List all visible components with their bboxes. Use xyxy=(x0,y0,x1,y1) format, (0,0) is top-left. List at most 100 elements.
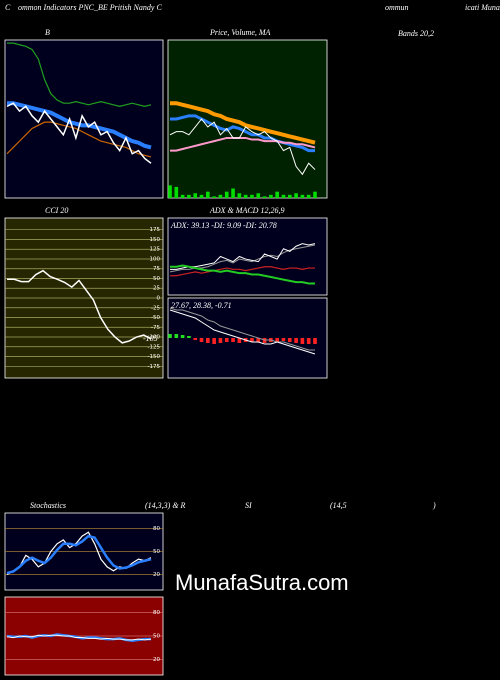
bar xyxy=(206,338,210,343)
value-label: -105 xyxy=(143,334,158,343)
series-line xyxy=(169,307,315,351)
panel-subtitle: 27.67, 28.38, -0.71 xyxy=(171,301,232,310)
panel-title: Price, Volume, MA xyxy=(209,28,271,37)
y-tick-label: 0 xyxy=(157,296,161,302)
bar xyxy=(187,194,191,198)
bar xyxy=(193,338,198,340)
header-label: Stochastics xyxy=(30,501,66,510)
panel xyxy=(167,39,328,199)
watermark: MunafaSutra.com xyxy=(175,570,349,595)
y-tick-label: 25 xyxy=(153,286,160,292)
bar xyxy=(275,191,279,198)
bar xyxy=(231,338,235,342)
bar xyxy=(243,194,248,198)
bar xyxy=(262,196,267,198)
series-line xyxy=(170,101,316,145)
y-tick-label: 80 xyxy=(153,610,160,616)
header-label: ommon Indicators PNC_BE Pritish Nandy C xyxy=(18,3,162,12)
bar xyxy=(294,338,298,343)
bar xyxy=(180,335,185,338)
header-label: ommun xyxy=(385,3,409,12)
bar xyxy=(275,338,279,342)
panel-subtitle: ADX: 39.13 -DI: 9.09 -DI: 20.78 xyxy=(170,221,277,230)
bar xyxy=(224,338,229,342)
series-line xyxy=(6,102,152,164)
series-line xyxy=(7,42,152,107)
bar xyxy=(174,186,179,198)
y-tick-label: -75 xyxy=(151,325,160,331)
bar xyxy=(218,338,223,343)
y-tick-label: 50 xyxy=(153,276,160,282)
bar xyxy=(180,194,185,198)
bar xyxy=(231,188,235,198)
bar xyxy=(250,194,254,198)
bar xyxy=(294,193,298,198)
bar xyxy=(269,194,273,198)
bar xyxy=(187,336,191,338)
bar xyxy=(218,194,223,198)
header-label: icati Munafa xyxy=(465,3,500,12)
y-tick-label: 80 xyxy=(153,526,160,532)
bar xyxy=(212,196,216,198)
bar xyxy=(281,194,286,198)
bar xyxy=(237,193,242,198)
y-tick-label: -125 xyxy=(148,344,161,350)
bar xyxy=(199,194,204,198)
y-tick-label: 20 xyxy=(153,657,160,663)
series-line xyxy=(170,266,315,277)
bar xyxy=(287,194,292,198)
y-tick-label: 50 xyxy=(153,634,160,640)
y-tick-label: -175 xyxy=(148,364,161,370)
header-label: C xyxy=(5,3,11,12)
y-tick-label: 20 xyxy=(153,572,160,578)
y-tick-label: -100 xyxy=(148,335,161,341)
bar xyxy=(256,338,261,342)
series-line xyxy=(170,243,316,270)
series-line xyxy=(170,114,315,153)
header-label: SI xyxy=(245,501,252,510)
bar xyxy=(212,338,216,344)
series-line xyxy=(170,136,316,152)
bar xyxy=(281,338,286,341)
series-line xyxy=(7,269,152,344)
y-tick-label: -150 xyxy=(148,354,161,360)
series-line xyxy=(169,118,316,176)
panel-title: B xyxy=(45,28,50,37)
panel-title: CCI 20 xyxy=(45,206,68,215)
series-line xyxy=(6,634,152,641)
bar xyxy=(313,191,317,198)
header-label: ) xyxy=(432,501,436,510)
bar xyxy=(174,334,179,338)
header-label: (14,3,3) & R xyxy=(145,501,186,510)
bar xyxy=(300,194,305,198)
header-label: (14,5 xyxy=(330,501,347,510)
bar xyxy=(206,191,210,198)
bar xyxy=(168,334,172,338)
bar xyxy=(306,338,311,344)
series-line xyxy=(6,121,152,158)
panel-title: ADX & MACD 12,26,9 xyxy=(209,206,284,215)
bar xyxy=(199,338,204,342)
bar xyxy=(224,191,229,198)
bar xyxy=(306,194,311,198)
y-tick-label: 125 xyxy=(150,247,161,253)
bar xyxy=(193,193,198,198)
bar xyxy=(250,338,254,342)
y-tick-label: 100 xyxy=(150,256,161,262)
bar xyxy=(287,338,292,342)
series-line xyxy=(169,309,316,355)
bar xyxy=(256,193,261,198)
bar xyxy=(313,338,317,344)
bar xyxy=(237,338,242,343)
y-tick-label: 150 xyxy=(150,237,161,243)
y-tick-label: -25 xyxy=(151,305,160,311)
y-tick-label: 50 xyxy=(153,549,160,555)
series-line xyxy=(170,264,315,285)
series-line xyxy=(6,534,152,575)
header-label: Bands 20,2 xyxy=(398,29,434,38)
bar xyxy=(168,185,172,198)
y-tick-label: 175 xyxy=(150,227,161,233)
y-tick-label: -50 xyxy=(151,315,160,321)
bar xyxy=(300,338,305,344)
